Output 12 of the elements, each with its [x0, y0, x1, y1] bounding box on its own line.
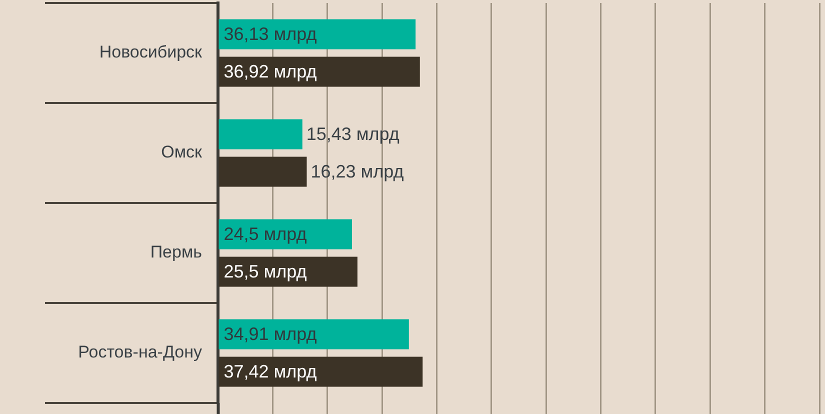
- data-label: 15,43 млрд: [306, 124, 400, 144]
- data-label: 34,91 млрд: [224, 324, 318, 344]
- y-tick-label: Ростов-на-Дону: [78, 342, 202, 362]
- y-tick-label: Новосибирск: [99, 42, 203, 62]
- data-label: 37,42 млрд: [224, 362, 318, 382]
- y-tick-label: Пермь: [150, 242, 202, 262]
- y-tick-label: Омск: [161, 142, 203, 162]
- data-label: 36,13 млрд: [224, 24, 318, 44]
- data-label: 24,5 млрд: [224, 224, 308, 244]
- data-label: 36,92 млрд: [224, 62, 318, 82]
- data-label: 25,5 млрд: [224, 262, 308, 282]
- data-label: 16,23 млрд: [310, 162, 404, 182]
